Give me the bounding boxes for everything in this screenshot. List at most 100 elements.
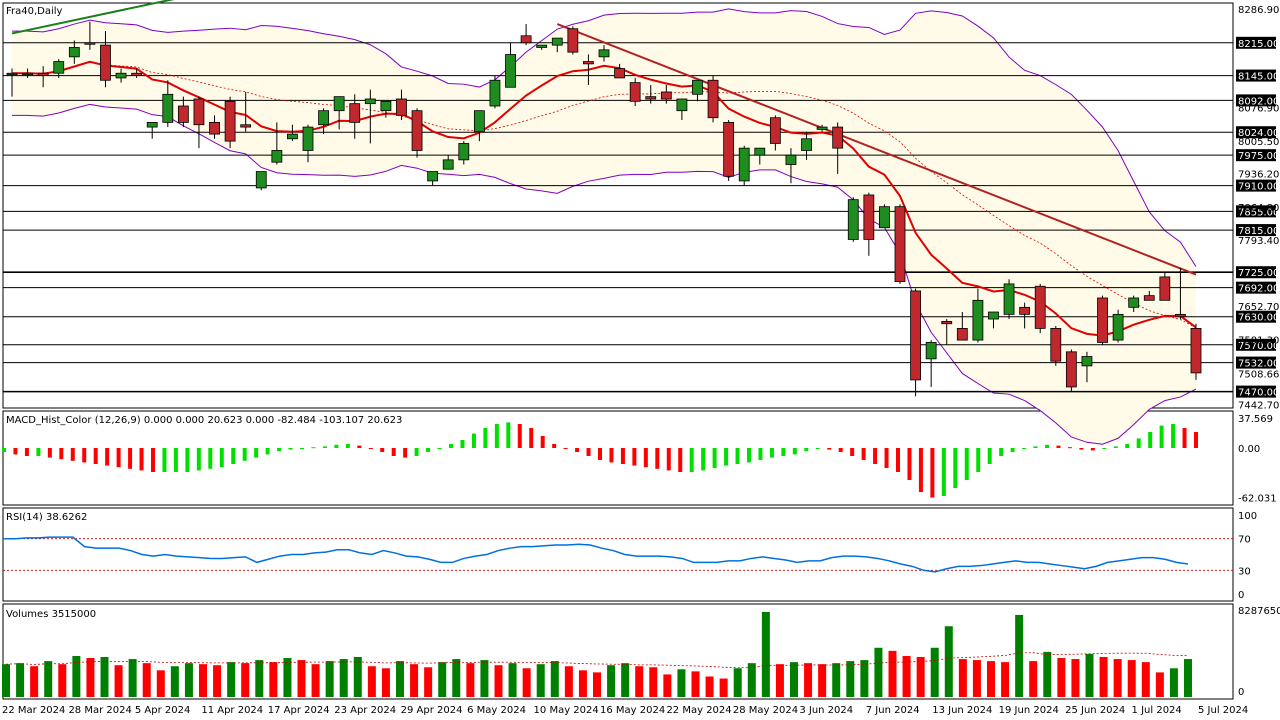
candle-body bbox=[660, 91, 672, 100]
level-label-1: 8145.00 bbox=[1238, 72, 1279, 83]
volume-bar-26 bbox=[367, 666, 376, 697]
candle-22 bbox=[349, 94, 361, 139]
candle-body bbox=[583, 61, 594, 65]
macd-bar-41 bbox=[471, 433, 476, 448]
candle-body bbox=[847, 199, 859, 240]
candle-29 bbox=[458, 141, 470, 165]
macd-bar-46 bbox=[529, 428, 534, 448]
candle-7 bbox=[115, 68, 127, 83]
volume-bar-73 bbox=[1029, 661, 1038, 697]
macd-bar-22 bbox=[254, 448, 259, 458]
level-label-7: 7815.00 bbox=[1238, 226, 1279, 237]
candle-body bbox=[738, 147, 750, 182]
candle-28 bbox=[442, 155, 454, 170]
volume-bar-39 bbox=[550, 661, 559, 697]
rsi-tick-1: 70 bbox=[1238, 535, 1251, 546]
candle-body bbox=[240, 124, 252, 128]
candle-34 bbox=[536, 44, 548, 50]
date-tick-5: 23 Apr 2024 bbox=[334, 705, 396, 716]
candle-25 bbox=[396, 89, 407, 121]
level-label-12: 7532.00 bbox=[1238, 359, 1279, 370]
macd-bar-66 bbox=[758, 448, 763, 460]
candle-12 bbox=[193, 96, 205, 149]
macd-bar-13 bbox=[151, 448, 155, 472]
candle-body bbox=[411, 110, 423, 151]
macd-bar-70 bbox=[804, 448, 809, 452]
volume-bar-51 bbox=[719, 678, 728, 697]
macd-bar-62 bbox=[712, 448, 717, 468]
macd-bar-93 bbox=[1067, 447, 1072, 449]
volume-bar-28 bbox=[396, 661, 404, 697]
volume-bar-59 bbox=[832, 663, 841, 697]
macd-bar-64 bbox=[735, 448, 740, 464]
macd-bar-52 bbox=[598, 448, 602, 460]
volume-bar-54 bbox=[761, 612, 770, 697]
level-tag-1 bbox=[1236, 69, 1276, 82]
macd-histogram bbox=[2, 422, 1198, 498]
candle-body bbox=[1050, 328, 1062, 362]
macd-bar-98 bbox=[1125, 444, 1130, 448]
macd-bar-31 bbox=[357, 445, 362, 448]
candle-24 bbox=[380, 100, 392, 118]
candle-body bbox=[458, 143, 470, 161]
level-tag-5 bbox=[1236, 179, 1276, 192]
macd-bar-20 bbox=[231, 448, 236, 464]
candle-body bbox=[614, 68, 625, 79]
volume-bar-55 bbox=[775, 664, 784, 697]
volume-bar-35 bbox=[494, 665, 503, 697]
level-label-5: 7910.00 bbox=[1238, 182, 1279, 193]
macd-bar-92 bbox=[1056, 445, 1061, 448]
macd-label: MACD_Hist_Color (12,26,9) 0.000 0.000 20… bbox=[6, 415, 402, 426]
macd-bar-39 bbox=[449, 444, 453, 448]
volume-bar-21 bbox=[297, 660, 306, 697]
candle-16 bbox=[255, 171, 267, 191]
date-tick-13: 7 Jun 2024 bbox=[866, 705, 920, 716]
macd-bar-17 bbox=[196, 448, 201, 471]
volume-bar-10 bbox=[142, 663, 151, 697]
macd-bar-24 bbox=[277, 448, 282, 452]
candle-26 bbox=[411, 108, 423, 158]
macd-bar-77 bbox=[884, 448, 889, 468]
macd-bar-38 bbox=[437, 448, 442, 449]
macd-bar-15 bbox=[173, 448, 178, 472]
macd-bar-50 bbox=[575, 448, 580, 452]
candle-18 bbox=[287, 124, 298, 142]
date-tick-11: 28 May 2024 bbox=[733, 705, 798, 716]
volume-bar-58 bbox=[818, 664, 827, 697]
volume-bar-20 bbox=[283, 658, 292, 697]
candle-body bbox=[1034, 285, 1046, 329]
candle-body bbox=[1003, 283, 1015, 315]
level-label-0: 8215.00 bbox=[1238, 39, 1279, 50]
candle-body bbox=[209, 121, 220, 135]
candle-body bbox=[505, 54, 516, 88]
macd-bar-57 bbox=[655, 448, 660, 469]
candle-body bbox=[318, 110, 329, 126]
macd-bar-47 bbox=[540, 436, 545, 448]
volume-bar-15 bbox=[213, 665, 222, 697]
candle-3 bbox=[53, 59, 65, 78]
level-label-9: 7692.00 bbox=[1238, 284, 1279, 295]
candle-body bbox=[941, 320, 953, 325]
macd-bar-61 bbox=[701, 448, 706, 471]
macd-bar-29 bbox=[334, 444, 339, 448]
macd-tick-2: -62.031 bbox=[1238, 494, 1277, 505]
level-label-11: 7570.00 bbox=[1238, 341, 1279, 352]
macd-bar-3 bbox=[36, 448, 41, 456]
macd-bar-6 bbox=[70, 448, 75, 461]
macd-bar-18 bbox=[208, 448, 213, 469]
candle-42 bbox=[660, 84, 672, 104]
candle-body bbox=[598, 49, 610, 58]
volume-bar-9 bbox=[128, 659, 137, 697]
volume-bar-42 bbox=[593, 672, 601, 697]
date-tick-16: 25 Jun 2024 bbox=[1065, 705, 1125, 716]
candle-body bbox=[972, 299, 984, 341]
candle-58 bbox=[910, 288, 921, 397]
price-tick-0: 8286.90 bbox=[1238, 5, 1279, 16]
candle-body bbox=[1159, 276, 1171, 301]
candle-10 bbox=[162, 80, 174, 128]
macd-bar-68 bbox=[781, 448, 786, 456]
volume-bar-5 bbox=[72, 655, 81, 697]
volume-bar-52 bbox=[733, 668, 742, 697]
date-tick-10: 22 May 2024 bbox=[666, 705, 731, 716]
volume-average-line bbox=[5, 652, 1189, 669]
